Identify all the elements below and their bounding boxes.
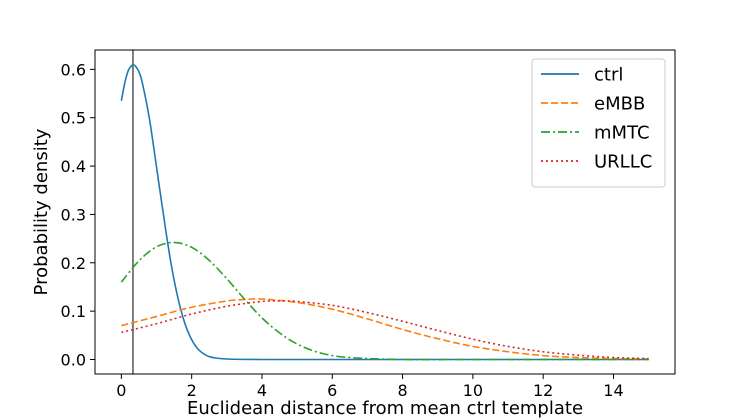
series-line-embb <box>121 298 649 360</box>
x-tick-label: 2 <box>187 381 197 400</box>
plot-frame <box>94 49 676 375</box>
x-tick-label: 6 <box>327 381 337 400</box>
legend-label-embb: eMBB <box>594 94 645 115</box>
y-tick-label: 0.1 <box>61 302 86 321</box>
legend-label-mmtc: mMTC <box>594 123 650 144</box>
x-tick-label: 8 <box>397 381 407 400</box>
y-tick-label: 0.2 <box>61 254 86 273</box>
series-line-mmtc <box>120 241 649 361</box>
x-tick-label: 10 <box>463 381 483 400</box>
x-tick-label: 4 <box>257 381 267 400</box>
y-tick-label: 0.5 <box>61 109 86 128</box>
series-line-urllc <box>121 300 649 360</box>
legend-box <box>531 58 666 188</box>
y-tick-label: 0.3 <box>61 205 86 224</box>
series-group <box>120 50 649 374</box>
y-tick-label: 0.6 <box>61 60 86 79</box>
axes-layer: 0 2 4 6 8 10 12 14 0.0 0.1 0.2 0.3 0.4 0.5 0.6 <box>61 49 676 400</box>
y-axis-title: Probability density <box>31 128 52 295</box>
y-tick-label: 0.4 <box>61 157 86 176</box>
y-tick-label: 0.0 <box>61 350 86 369</box>
x-tick-label: 14 <box>603 381 623 400</box>
series-line-ctrl <box>120 64 649 361</box>
x-tick-label: 12 <box>533 381 553 400</box>
x-axis-title: Euclidean distance from mean ctrl templa… <box>187 398 583 419</box>
plot-layer <box>120 50 649 374</box>
legend: ctrl eMBB mMTC URLLC <box>531 58 666 188</box>
legend-label-urllc: URLLC <box>594 152 652 173</box>
x-tick-label: 0 <box>116 381 126 400</box>
legend-label-ctrl: ctrl <box>594 65 623 86</box>
